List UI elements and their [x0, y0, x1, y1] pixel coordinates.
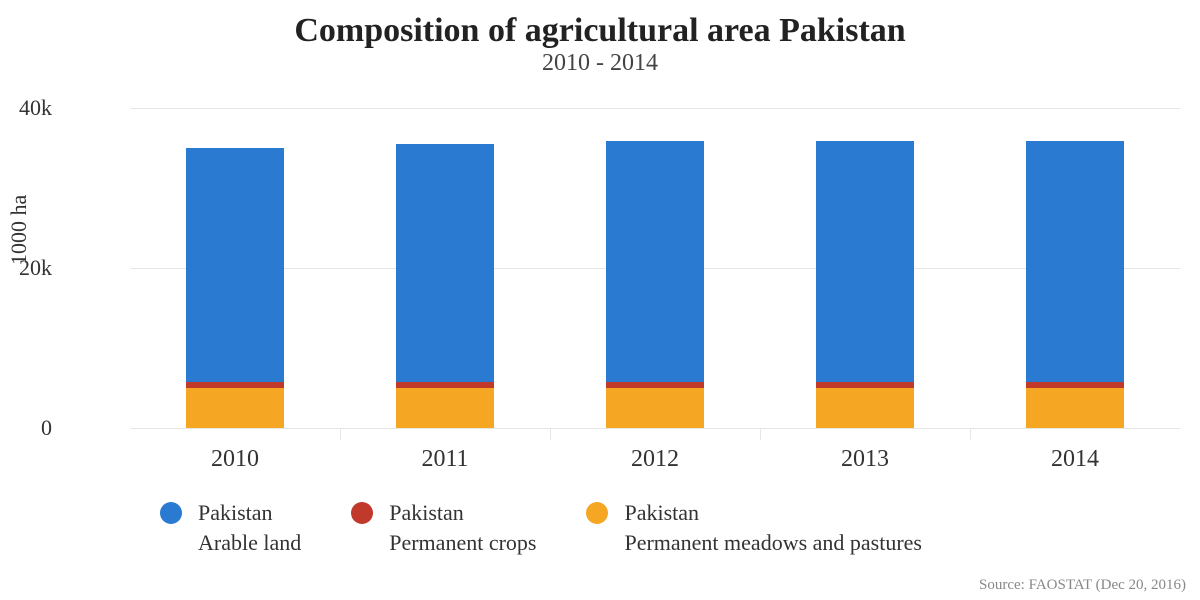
chart-container: Composition of agricultural area Pakista… — [0, 0, 1200, 600]
bar-segment-arable — [186, 148, 285, 382]
legend-item-meadows: PakistanPermanent meadows and pastures — [586, 498, 922, 557]
bar-segment-arable — [816, 141, 915, 383]
bar-segment-crops — [396, 382, 495, 388]
chart-title: Composition of agricultural area Pakista… — [0, 12, 1200, 50]
bar-segment-crops — [816, 382, 915, 388]
bar-segment-crops — [1026, 382, 1125, 388]
category-divider — [760, 428, 761, 440]
bar-segment-arable — [396, 144, 495, 382]
bar-segment-meadows — [816, 388, 915, 428]
bar-segment-arable — [606, 141, 705, 383]
x-tick-label: 2013 — [841, 446, 889, 473]
chart-subtitle: 2010 - 2014 — [0, 50, 1200, 77]
y-tick-label: 20k — [19, 255, 52, 281]
bar-segment-meadows — [396, 388, 495, 428]
bar-segment-meadows — [1026, 388, 1125, 428]
x-tick-label: 2010 — [211, 446, 259, 473]
bar-group — [816, 108, 915, 428]
legend-label: PakistanPermanent crops — [389, 498, 536, 557]
category-divider — [550, 428, 551, 440]
bar-group — [396, 108, 495, 428]
bar-segment-meadows — [606, 388, 705, 428]
legend: PakistanArable land PakistanPermanent cro… — [160, 498, 1140, 557]
bar-segment-arable — [1026, 141, 1125, 383]
source-text: Source: FAOSTAT (Dec 20, 2016) — [979, 577, 1186, 594]
bar-segment-crops — [186, 382, 285, 388]
x-tick-label: 2012 — [631, 446, 679, 473]
legend-swatch — [160, 502, 182, 524]
legend-label: PakistanArable land — [198, 498, 301, 557]
category-divider — [970, 428, 971, 440]
x-tick-label: 2014 — [1051, 446, 1099, 473]
bar-segment-meadows — [186, 388, 285, 428]
bar-group — [1026, 108, 1125, 428]
category-divider — [340, 428, 341, 440]
legend-item-crops: PakistanPermanent crops — [351, 498, 536, 557]
legend-swatch — [586, 502, 608, 524]
plot-area: 020k40k20102011201220132014 — [130, 108, 1180, 428]
y-tick-label: 40k — [19, 95, 52, 121]
legend-item-arable: PakistanArable land — [160, 498, 301, 557]
y-tick-label: 0 — [41, 415, 52, 441]
x-tick-label: 2011 — [421, 446, 468, 473]
legend-label: PakistanPermanent meadows and pastures — [624, 498, 922, 557]
bar-group — [186, 108, 285, 428]
bar-segment-crops — [606, 382, 705, 388]
bar-group — [606, 108, 705, 428]
gridline — [130, 428, 1180, 429]
legend-swatch — [351, 502, 373, 524]
